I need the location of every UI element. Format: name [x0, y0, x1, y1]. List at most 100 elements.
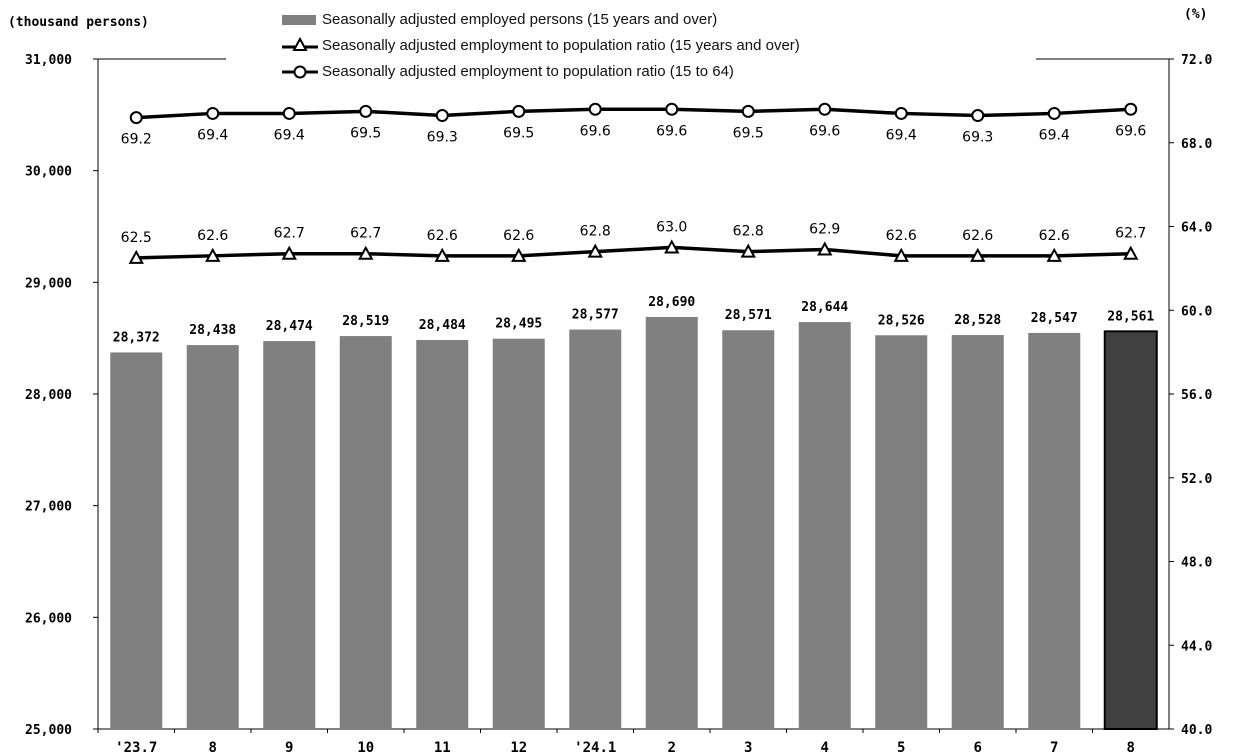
right-tick-label: 72.0	[1181, 53, 1212, 68]
right-tick-label: 40.0	[1181, 723, 1212, 738]
legend-label-bars: Seasonally adjusted employed persons (15…	[322, 11, 717, 28]
bar-value-label: 28,577	[572, 308, 619, 323]
bar-value-label: 28,519	[342, 314, 389, 329]
bar-value-label: 28,438	[189, 323, 236, 338]
legend-item-circle-line: Seasonally adjusted employment to popula…	[280, 58, 1040, 84]
bar	[569, 330, 621, 729]
left-tick-label: 26,000	[25, 611, 72, 626]
x-tick-label: '23.7	[115, 740, 157, 755]
bar-value-label: 28,526	[878, 313, 925, 328]
x-tick-label: 8	[209, 740, 217, 755]
line2-value-label: 69.6	[656, 123, 687, 139]
legend-label-circle-line: Seasonally adjusted employment to popula…	[322, 63, 734, 80]
line1-value-label: 62.5	[121, 230, 152, 246]
bar	[952, 335, 1004, 729]
x-tick-label: 3	[744, 740, 752, 755]
circle-point	[743, 106, 754, 117]
x-tick-label: 6	[974, 740, 982, 755]
right-tick-label: 68.0	[1181, 137, 1212, 152]
circle-line-icon	[280, 61, 320, 81]
bar	[493, 339, 545, 729]
bar-swatch-icon	[280, 9, 320, 29]
line2-value-label: 69.6	[1115, 123, 1146, 139]
line2-value-label: 69.4	[1039, 127, 1070, 143]
circle-point	[896, 108, 907, 119]
circle-point	[360, 106, 371, 117]
left-tick-label: 31,000	[25, 53, 72, 68]
circle-point	[284, 108, 295, 119]
bar	[263, 341, 315, 729]
line1-value-label: 62.8	[733, 224, 764, 240]
line1-value-label: 62.7	[350, 226, 381, 242]
bar	[187, 345, 239, 729]
legend-item-bars: Seasonally adjusted employed persons (15…	[280, 6, 1040, 32]
circle-point	[437, 110, 448, 121]
bar	[875, 335, 927, 729]
bar	[416, 340, 468, 729]
right-tick-label: 60.0	[1181, 304, 1212, 319]
bar	[646, 317, 698, 729]
line2-value-label: 69.5	[503, 125, 534, 141]
left-tick-label: 30,000	[25, 165, 72, 180]
line2-value-label: 69.6	[580, 123, 611, 139]
line1-value-label: 62.6	[197, 228, 228, 244]
bar-value-label: 28,561	[1107, 309, 1154, 324]
line1-value-label: 62.6	[886, 228, 917, 244]
line1-value-label: 62.8	[580, 224, 611, 240]
x-tick-label: '24.1	[574, 740, 616, 755]
left-tick-label: 28,000	[25, 388, 72, 403]
bar	[1105, 331, 1157, 729]
line2-value-label: 69.4	[197, 127, 228, 143]
bar	[799, 322, 851, 729]
bar-value-label: 28,690	[648, 295, 695, 310]
circle-point	[819, 104, 830, 115]
line1-value-label: 62.6	[1039, 228, 1070, 244]
circle-point	[666, 104, 677, 115]
right-tick-label: 52.0	[1181, 472, 1212, 487]
line2-value-label: 69.3	[962, 130, 993, 146]
circle-point	[1049, 108, 1060, 119]
bar	[340, 336, 392, 729]
left-axis-unit: (thousand persons)	[8, 15, 149, 30]
circle-point	[131, 112, 142, 123]
bar-value-label: 28,474	[266, 319, 313, 334]
line2-value-label: 69.5	[350, 125, 381, 141]
right-tick-label: 48.0	[1181, 556, 1212, 571]
circle-point	[207, 108, 218, 119]
line2-value-label: 69.6	[809, 123, 840, 139]
circle-point	[1125, 104, 1136, 115]
x-tick-label: 10	[357, 740, 374, 755]
line1-value-label: 62.6	[962, 228, 993, 244]
bar-value-label: 28,372	[113, 330, 160, 345]
legend: Seasonally adjusted employed persons (15…	[280, 6, 1040, 84]
circle-point	[513, 106, 524, 117]
line2-value-label: 69.4	[886, 127, 917, 143]
bar	[110, 352, 162, 729]
x-tick-label: 12	[510, 740, 527, 755]
line2-value-label: 69.2	[121, 132, 152, 148]
triangle-line-icon	[280, 35, 320, 55]
line2-value-label: 69.5	[733, 125, 764, 141]
bar-value-label: 28,528	[954, 313, 1001, 328]
left-tick-label: 27,000	[25, 500, 72, 515]
bar-value-label: 28,547	[1031, 311, 1078, 326]
left-tick-label: 25,000	[25, 723, 72, 738]
left-tick-label: 29,000	[25, 276, 72, 291]
bar-value-label: 28,644	[801, 300, 848, 315]
line1-value-label: 62.7	[1115, 226, 1146, 242]
circle-point	[590, 104, 601, 115]
right-tick-label: 44.0	[1181, 639, 1212, 654]
legend-label-triangle-line: Seasonally adjusted employment to popula…	[322, 37, 800, 54]
x-tick-label: 8	[1127, 740, 1135, 755]
right-tick-label: 64.0	[1181, 221, 1212, 236]
line2-value-label: 69.3	[427, 130, 458, 146]
line1-value-label: 62.6	[503, 228, 534, 244]
line1-value-label: 63.0	[656, 219, 687, 235]
line1-value-label: 62.7	[274, 226, 305, 242]
x-tick-label: 4	[821, 740, 829, 755]
circle-point	[972, 110, 983, 121]
bar-value-label: 28,495	[495, 317, 542, 332]
right-axis-unit: (%)	[1184, 7, 1207, 22]
x-tick-label: 2	[668, 740, 676, 755]
